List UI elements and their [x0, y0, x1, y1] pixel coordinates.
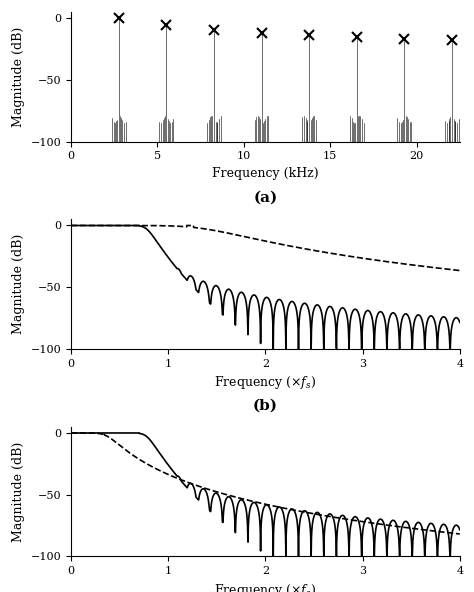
Y-axis label: Magnitude (dB): Magnitude (dB) [12, 27, 25, 127]
X-axis label: Frequency ($\times f_s$): Frequency ($\times f_s$) [214, 582, 317, 592]
X-axis label: Frequency ($\times f_s$): Frequency ($\times f_s$) [214, 374, 317, 391]
Text: (b): (b) [253, 398, 278, 412]
X-axis label: Frequency (kHz): Frequency (kHz) [212, 167, 319, 180]
Y-axis label: Magnitude (dB): Magnitude (dB) [12, 234, 25, 334]
Text: (a): (a) [253, 191, 278, 205]
Y-axis label: Magnitude (dB): Magnitude (dB) [12, 442, 25, 542]
